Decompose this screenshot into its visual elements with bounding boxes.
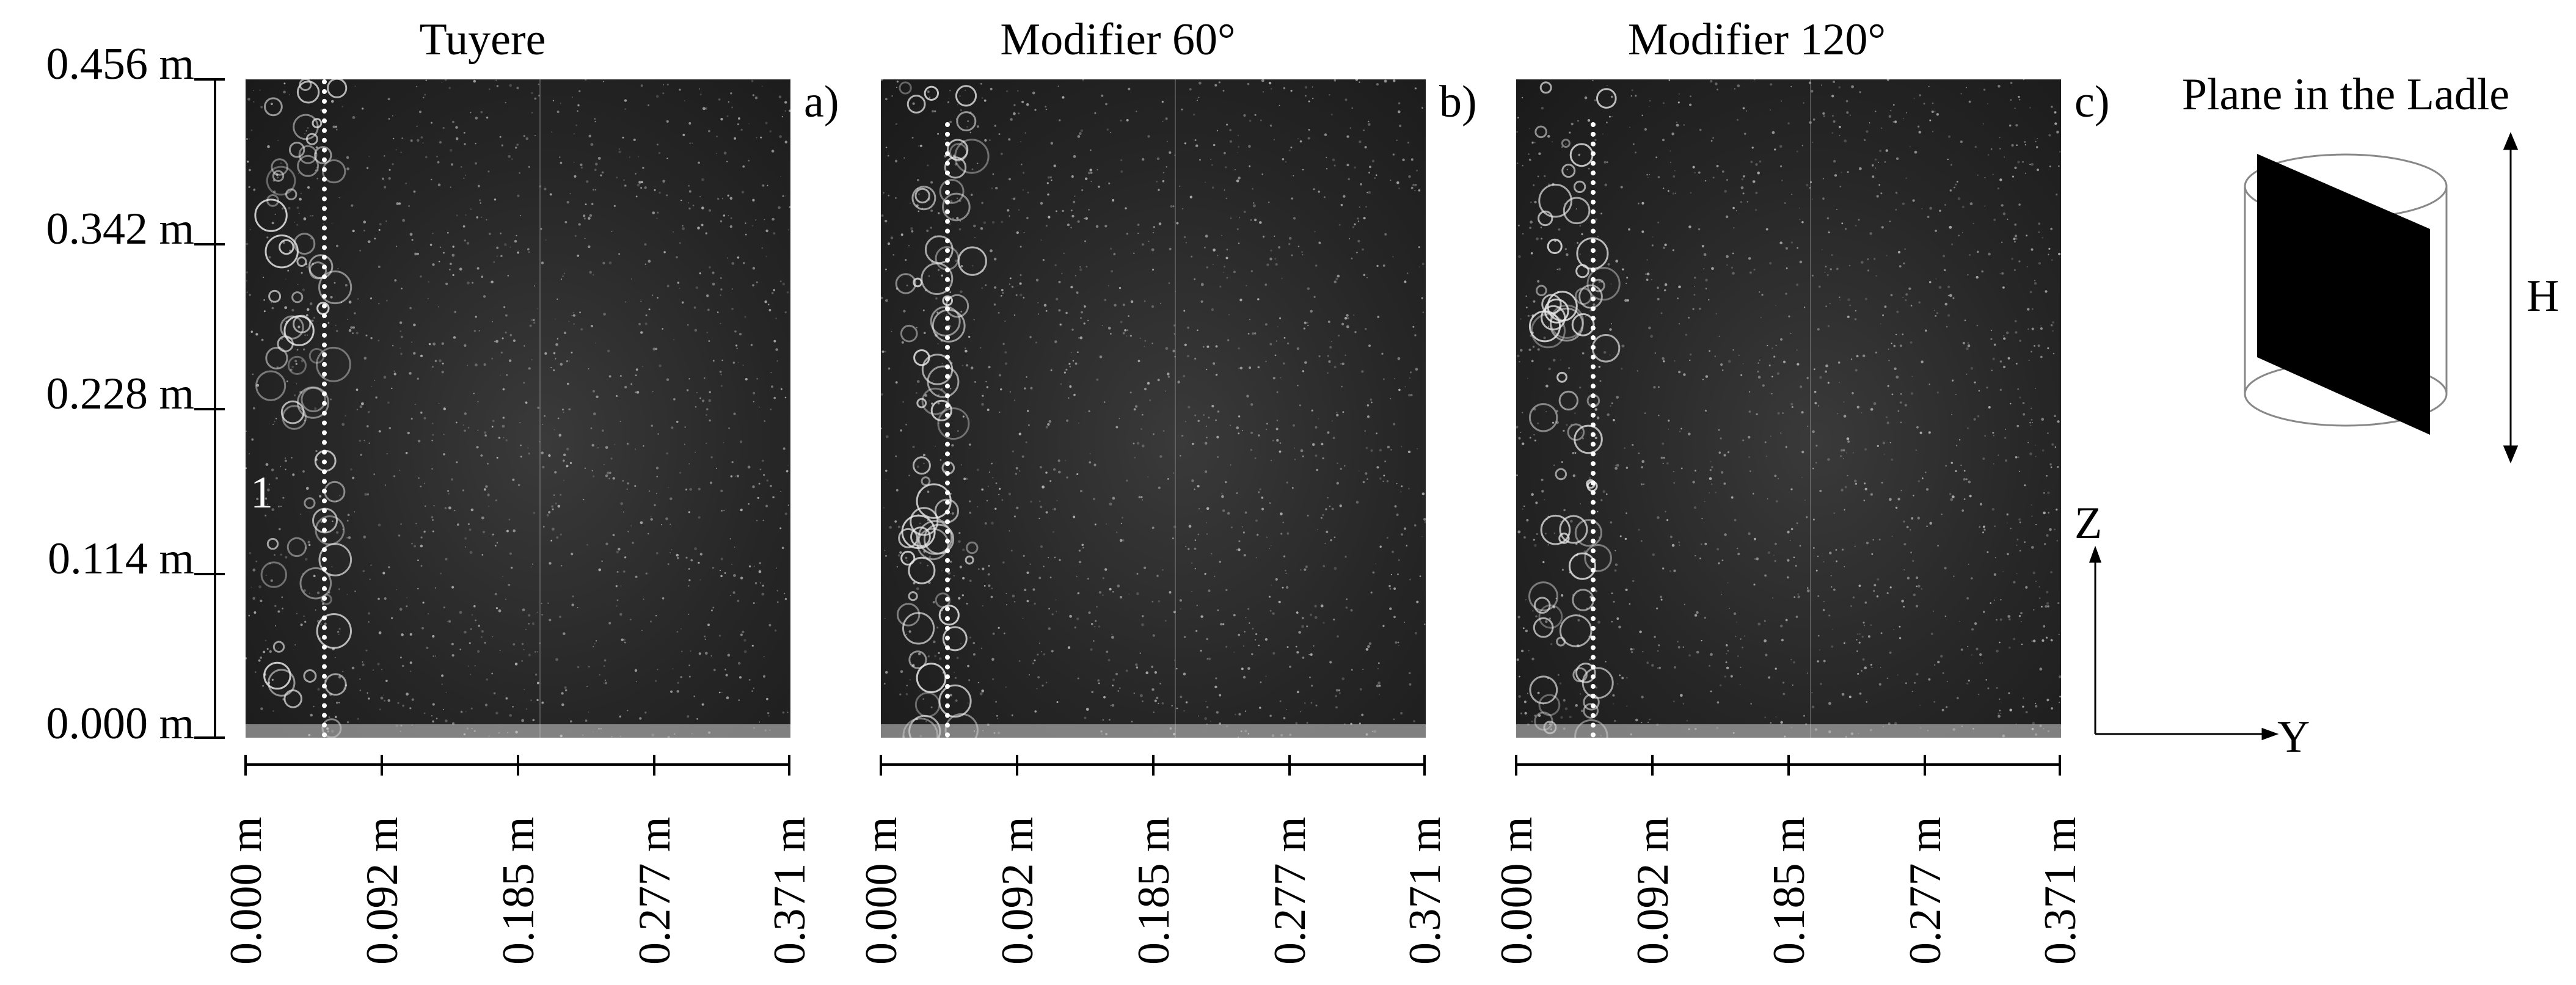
x-tick-label: 0.000 m [221, 816, 271, 965]
plume-centerline [322, 79, 327, 738]
plume-marker: 1 [250, 468, 273, 518]
x-tick-mark [2059, 755, 2061, 776]
x-tick-mark [1787, 755, 1790, 776]
x-tick-label: 0.185 m [1129, 816, 1179, 965]
panel-title: Modifier 120° [1627, 15, 1886, 65]
x-tick-mark [517, 755, 519, 776]
x-tick-label: 0.371 m [2035, 816, 2085, 965]
x-tick-label: 0.277 m [1265, 816, 1315, 965]
y-tick-label: 0.342 m [46, 204, 194, 254]
x-tick-label: 0.185 m [1764, 816, 1814, 965]
x-tick-label: 0.185 m [494, 816, 544, 965]
y-tick-mark [194, 243, 225, 245]
plume-centerline [1591, 122, 1596, 738]
x-tick-mark [1016, 755, 1018, 776]
z-axis-label: Z [2074, 498, 2103, 548]
height-arrow [2503, 132, 2519, 463]
x-tick-mark [1924, 755, 1926, 776]
y-tick-label: 0.228 m [46, 369, 194, 419]
x-tick-label: 0.371 m [1400, 816, 1450, 965]
x-tick-label: 0.092 m [993, 816, 1043, 965]
plume-centerline [945, 122, 950, 738]
y-tick-mark [194, 573, 225, 575]
x-tick-label: 0.092 m [1628, 816, 1678, 965]
bubble-field [1516, 79, 2061, 738]
x-tick-label: 0.092 m [357, 816, 407, 965]
y-axis-label: Y [2277, 712, 2310, 762]
ladle-plane [2257, 154, 2430, 435]
ladle-diagram [2244, 132, 2519, 463]
panel-tag: c) [2074, 77, 2110, 127]
y-tick-mark [194, 736, 225, 739]
y-tick-label: 0.114 m [48, 534, 194, 584]
x-tick-mark [1651, 755, 1654, 776]
x-tick-mark [788, 755, 790, 776]
x-tick-mark [244, 755, 247, 776]
y-tick-label: 0.456 m [46, 39, 194, 89]
panel-tag: b) [1439, 77, 1477, 127]
photo-tuyere [246, 79, 790, 738]
ladle-title: Plane in the Ladle [2181, 70, 2510, 120]
height-label: H [2527, 271, 2560, 321]
axes-indicator [2089, 545, 2279, 741]
x-tick-mark [1515, 755, 1517, 776]
x-tick-mark [381, 755, 383, 776]
y-tick-mark [194, 408, 225, 410]
x-tick-label: 0.000 m [856, 816, 907, 965]
photo-modifier-120 [1516, 79, 2061, 738]
y-tick-mark [194, 78, 225, 81]
x-tick-mark [653, 755, 655, 776]
bubble-field [246, 79, 790, 738]
x-tick-label: 0.371 m [765, 816, 815, 965]
panel-title: Modifier 60° [1000, 15, 1236, 65]
bubble-field [881, 79, 1426, 738]
panel-tag: a) [804, 77, 839, 127]
x-tick-mark [1152, 755, 1155, 776]
x-tick-label: 0.277 m [1900, 816, 1950, 965]
photo-modifier-60 [881, 79, 1426, 738]
x-tick-label: 0.000 m [1492, 816, 1542, 965]
x-tick-mark [880, 755, 882, 776]
x-tick-label: 0.277 m [630, 816, 680, 965]
x-tick-mark [1423, 755, 1426, 776]
x-tick-mark [1288, 755, 1291, 776]
y-tick-label: 0.000 m [46, 699, 194, 749]
panel-title: Tuyere [419, 15, 546, 65]
